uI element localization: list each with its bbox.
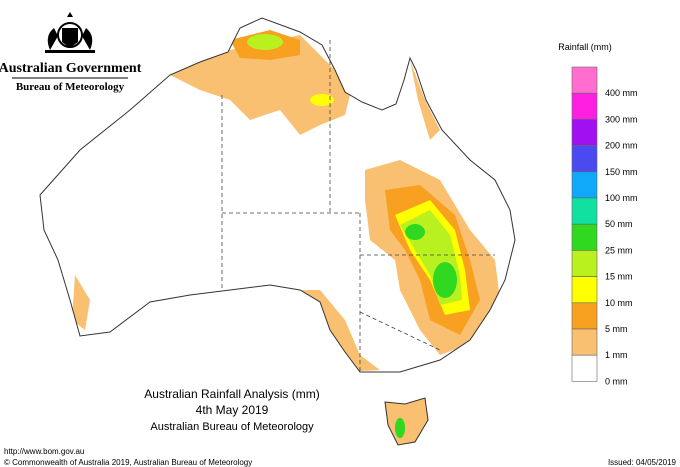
legend-label: 25 mm bbox=[605, 245, 633, 255]
issued: Issued: 04/05/2019 bbox=[608, 458, 677, 467]
legend-swatch bbox=[571, 354, 598, 382]
legend-swatch bbox=[571, 119, 598, 146]
url: http://www.bom.gov.au bbox=[4, 447, 84, 456]
legend-swatch bbox=[571, 92, 598, 120]
legend-swatch bbox=[571, 145, 598, 173]
date: 4th May 2019 bbox=[196, 403, 269, 417]
legend-label: 100 mm bbox=[605, 193, 638, 203]
title: Australian Rainfall Analysis (mm) bbox=[144, 387, 319, 401]
legend-label: 200 mm bbox=[605, 141, 638, 151]
legend-label: 300 mm bbox=[605, 114, 638, 124]
agency: Australian Government bbox=[0, 61, 142, 76]
legend-label: 10 mm bbox=[605, 298, 633, 308]
legend-swatch bbox=[571, 276, 598, 304]
subtitle: Australian Bureau of Meteorology bbox=[150, 421, 314, 433]
australia-map bbox=[39, 17, 516, 446]
legend-swatch bbox=[571, 66, 598, 94]
legend-swatch bbox=[571, 197, 598, 225]
legend-title: Rainfall (mm) bbox=[558, 42, 612, 52]
bureau: Bureau of Meteorology bbox=[16, 81, 125, 93]
legend-label: 5 mm bbox=[605, 324, 628, 334]
legend: 400 mm 300 mm 200 mm 150 mm 100 mm 50 mm 25 mm… bbox=[571, 66, 638, 386]
legend-swatch bbox=[571, 223, 598, 251]
legend-label: 0 mm bbox=[605, 376, 628, 386]
legend-label: 15 mm bbox=[605, 272, 633, 282]
legend-swatch bbox=[571, 328, 598, 356]
legend-label: 1 mm bbox=[605, 350, 628, 360]
legend-swatch bbox=[571, 250, 598, 277]
legend-label: 150 mm bbox=[605, 167, 638, 177]
legend-swatch bbox=[571, 171, 598, 199]
copyright: © Commonwealth of Australia 2019, Austra… bbox=[4, 458, 252, 467]
crest bbox=[45, 12, 95, 53]
legend-swatch bbox=[571, 302, 598, 330]
legend-label: 400 mm bbox=[605, 88, 638, 98]
legend-label: 50 mm bbox=[605, 219, 633, 229]
